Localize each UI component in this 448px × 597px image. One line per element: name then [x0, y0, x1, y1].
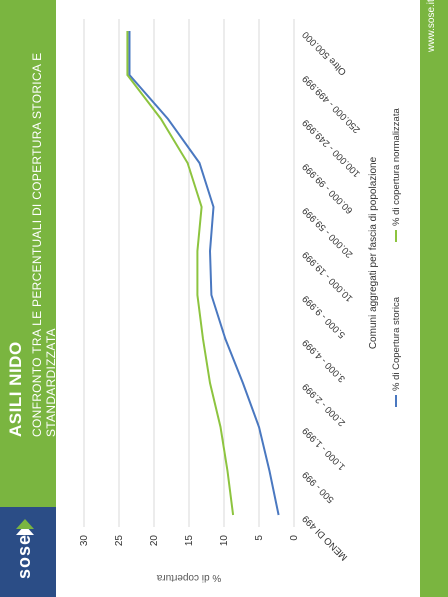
y-tick-label: 0: [289, 535, 300, 541]
x-tick-label: 2.000 - 2.999: [300, 381, 347, 428]
sose-logo: sose: [0, 507, 56, 597]
footer-band: [420, 0, 448, 597]
x-tick-label: 500 - 999: [300, 469, 336, 505]
site-url: www.sose.it: [426, 0, 437, 52]
x-tick-label: 1.000 - 1.999: [300, 425, 347, 472]
legend-label: % di copertura normalizzata: [391, 108, 402, 226]
x-tick-label: Oltre 500.000: [300, 29, 348, 77]
y-axis-label: % di copertura: [156, 572, 221, 583]
line-chart: 0 5 10 15 20 25 30 % di copertura MENO DI 499 5…: [79, 19, 402, 583]
y-tick-label: 20: [149, 535, 160, 547]
x-axis-label: Comuni aggregati per fascia di popolazio…: [368, 156, 379, 349]
page-subtitle: CONFRONTO TRA LE PERCENTUALI DI COPERTUR…: [30, 52, 58, 438]
series-line-normalizzata: [126, 31, 235, 516]
series-line-storica: [128, 31, 280, 516]
y-tick-label: 30: [79, 535, 90, 547]
y-tick-labels: 0 5 10 15 20 25 30: [79, 535, 300, 547]
y-tick-label: 25: [114, 535, 125, 547]
y-tick-label: 10: [219, 535, 230, 547]
page-title: ASILI NIDO: [6, 341, 25, 437]
legend-label: % di Copertura storica: [391, 296, 402, 391]
series-lines: [126, 31, 280, 516]
y-tick-label: 15: [184, 535, 195, 547]
logo-mark-icon: [16, 519, 34, 535]
x-tick-label: 5.000 - 9.999: [300, 293, 347, 340]
logo-text: sose: [14, 533, 34, 579]
x-tick-label: MENO DI 499: [300, 513, 350, 563]
y-tick-label: 5: [254, 535, 265, 541]
grid-lines: [83, 19, 295, 527]
x-tick-label: 3.000 - 4.999: [300, 337, 347, 384]
legend: % di Copertura storica % di copertura nor…: [391, 108, 402, 407]
